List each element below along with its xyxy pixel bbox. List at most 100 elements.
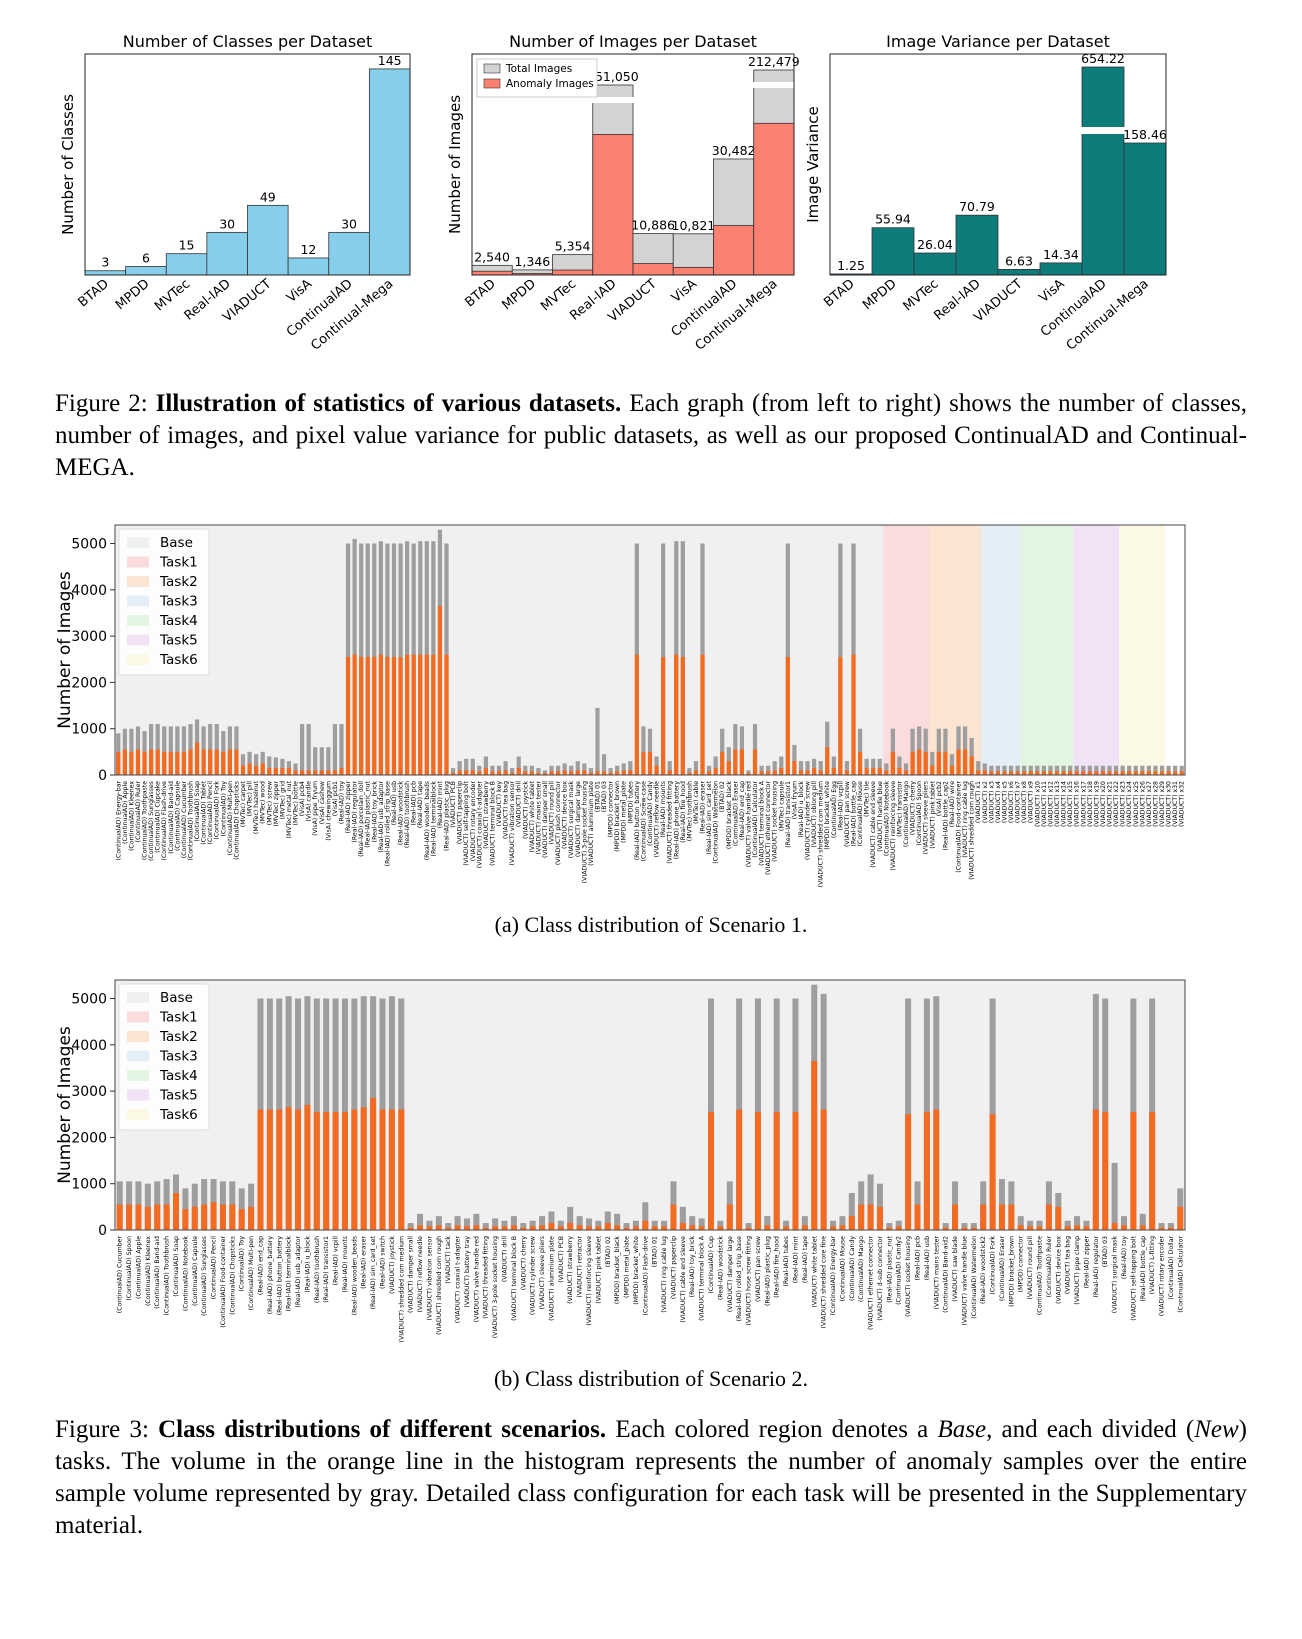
bar-total xyxy=(273,757,278,775)
x-tick-label: (Real-IAD) terminalblock xyxy=(286,1236,293,1312)
bar-anomaly xyxy=(1127,771,1132,775)
x-tick-label: (Real-IAD) tubes xyxy=(783,1236,790,1287)
bar-anomaly xyxy=(745,1227,752,1230)
bar-anomaly xyxy=(116,1204,123,1230)
chart-frame xyxy=(829,53,1167,276)
bar-anomaly xyxy=(1083,1226,1090,1230)
x-tick-label: (VIADUCT) tack xyxy=(445,1236,452,1284)
scenario-2-chart: (ContinualAD) Cucumber (ContinualAD) Spoo… xyxy=(55,979,1186,1342)
bar-total xyxy=(332,724,338,775)
x-tick-label: (VIADUCT) reflow needle xyxy=(417,1236,424,1313)
bar-total xyxy=(897,756,902,775)
bar-anomaly xyxy=(293,770,298,775)
bar xyxy=(125,266,167,276)
x-tick-label: (ContinualAD) Band-aid xyxy=(168,781,175,854)
bar-anomaly xyxy=(142,751,147,775)
bar-total xyxy=(969,737,974,775)
x-tick-label: (Real-IAD) wire xyxy=(949,781,956,827)
bar-anomaly xyxy=(1036,1226,1043,1230)
bar-anomaly xyxy=(582,770,587,775)
bar-total xyxy=(831,756,836,775)
x-tick-label: (Real-IAD) u_block xyxy=(304,1236,311,1293)
bar-anomaly xyxy=(923,1111,930,1230)
bar-total xyxy=(717,1220,724,1230)
x-tick-label: (VIADUCT) x19 xyxy=(1093,781,1100,827)
bar-anomaly xyxy=(562,770,567,775)
bar-anomaly xyxy=(1087,771,1092,775)
x-tick-label: (ContinualAD) Food-container xyxy=(956,781,963,873)
x-tick-label: (BTAD) 01 xyxy=(594,781,601,812)
bar-anomaly xyxy=(116,751,121,775)
bar-anomaly xyxy=(1027,1226,1034,1230)
bar-anomaly xyxy=(299,770,305,775)
bar-total xyxy=(792,744,797,775)
bar-anomaly xyxy=(457,770,462,775)
bar-anomaly xyxy=(437,606,443,775)
x-tick-label: (MPDD) tubes xyxy=(627,781,634,824)
bar-anomaly xyxy=(378,654,383,775)
legend-swatch xyxy=(127,576,149,587)
bar-anomaly xyxy=(372,656,377,775)
bar-anomaly xyxy=(746,773,751,775)
legend-label: Task4 xyxy=(159,613,198,629)
bar-total xyxy=(687,768,692,775)
bar-anomaly xyxy=(548,1223,555,1230)
bar-anomaly xyxy=(989,1114,996,1230)
x-tick-label: (Real-IAD) sim_card_set xyxy=(370,1235,377,1309)
bar-total xyxy=(1002,765,1007,775)
bar-anomaly xyxy=(370,1098,377,1230)
x-tick-label: (Real-IAD) toothbrush xyxy=(314,1236,321,1303)
bar-anomaly xyxy=(905,1114,912,1230)
bar-total xyxy=(473,1213,480,1230)
x-tick-label: (Real-IAD) regulator xyxy=(1093,1236,1100,1298)
bar xyxy=(328,231,370,276)
bar-anomaly xyxy=(838,656,843,775)
x-tick-label: (ContinualAD) Candy xyxy=(647,781,654,846)
bar-total xyxy=(805,761,810,775)
y-tick-label: 2000 xyxy=(71,675,107,691)
bar-anomaly xyxy=(135,1204,142,1230)
x-tick-label: (ContinualAD) Notebook xyxy=(883,781,890,856)
x-tick-label: (VIADUCT) ethernet connector xyxy=(868,1236,875,1330)
bar-total xyxy=(1120,1216,1127,1230)
x-tick-label: (ContinualAD) Spoon xyxy=(916,781,923,846)
bar-anomaly xyxy=(1008,1204,1015,1230)
bar-anomaly xyxy=(604,1223,611,1230)
x-tick-label: (VIADUCT) key xyxy=(496,781,503,827)
x-tick-label: (VisA) candle xyxy=(306,781,313,822)
y-tick-label: 1000 xyxy=(71,1177,107,1193)
x-tick-label: (BTAD) 02 xyxy=(719,781,726,812)
bar-total xyxy=(1068,765,1073,775)
bar-total xyxy=(970,1223,977,1230)
y-tick-label: 1000 xyxy=(71,722,107,738)
bar-anomaly xyxy=(998,1204,1005,1230)
legend-label: Task2 xyxy=(159,574,198,590)
y-axis-label: Number of Images xyxy=(55,1026,75,1184)
x-tick-label: (ContinualAD) Toy xyxy=(239,1236,246,1292)
bar-anomaly xyxy=(647,751,653,775)
x-tick-label: (ContinualAD) Mango xyxy=(903,781,910,847)
legend-swatch xyxy=(127,1050,149,1062)
legend-swatch xyxy=(127,615,149,626)
x-tick-label: BTAD xyxy=(76,277,112,311)
bar-anomaly xyxy=(623,1227,630,1230)
bar-anomaly xyxy=(739,749,745,775)
bar-anomaly xyxy=(858,1204,865,1230)
bar-anomaly xyxy=(1113,771,1119,775)
bar-anomaly xyxy=(351,1109,358,1230)
x-tick-label: (VIADUCT) damper large xyxy=(575,781,582,857)
x-tick-label: (ContinualAD) Ruler xyxy=(135,781,142,843)
x-tick-label: (Real-IAD) wooden_beads xyxy=(424,781,431,860)
x-tick-label: (VIADUCT) socket housing xyxy=(905,1236,912,1317)
bar-anomaly xyxy=(805,770,810,775)
y-axis-label: Number of Images xyxy=(55,571,75,729)
bar-total xyxy=(1054,765,1060,775)
bar-total xyxy=(595,707,600,775)
bar-anomaly xyxy=(667,770,672,775)
bar-total xyxy=(576,1216,583,1230)
bar-anomaly xyxy=(661,1226,668,1230)
bar-anomaly xyxy=(523,771,528,775)
bar-total xyxy=(1158,1223,1165,1230)
x-tick-label: (VIADUCT) terminal block A xyxy=(759,780,766,866)
bar-anomaly xyxy=(783,1226,790,1230)
